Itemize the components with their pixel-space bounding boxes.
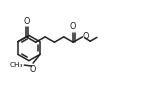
Text: O: O — [83, 32, 89, 41]
Text: O: O — [30, 65, 36, 74]
Text: O: O — [23, 17, 30, 26]
Text: CH₃: CH₃ — [10, 62, 23, 68]
Text: O: O — [70, 22, 76, 31]
